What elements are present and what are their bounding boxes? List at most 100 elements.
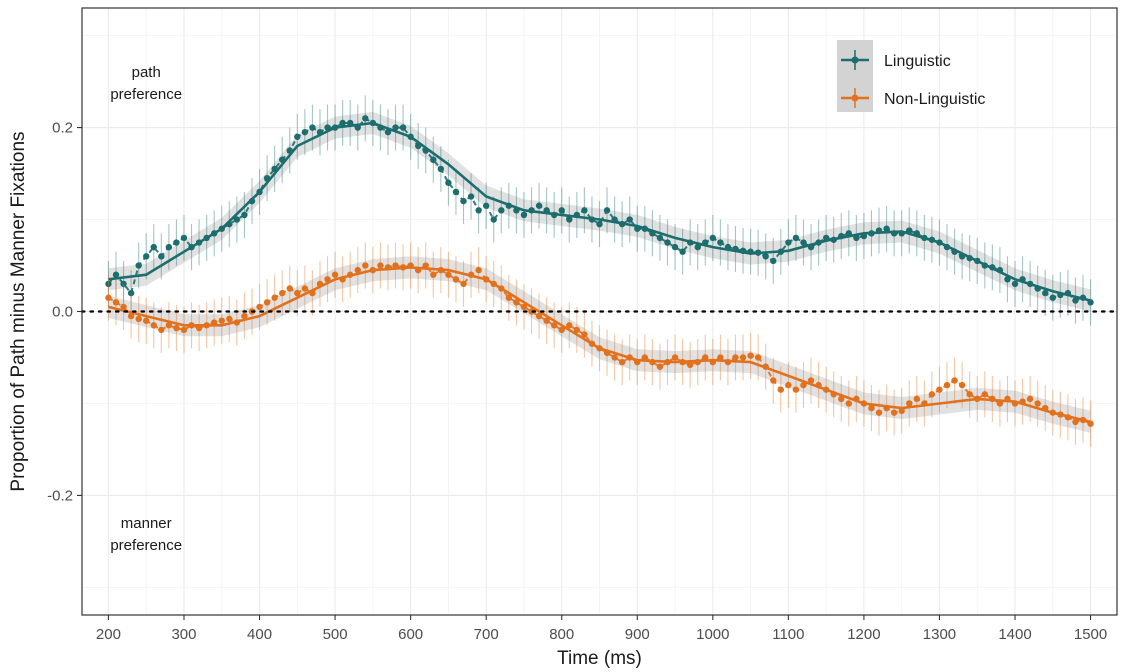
data-point — [452, 188, 460, 196]
data-point — [951, 377, 958, 384]
data-point — [460, 280, 467, 288]
x-tick-label: 500 — [323, 626, 348, 643]
x-tick-label: 200 — [96, 626, 121, 643]
data-point — [226, 315, 233, 323]
data-point — [180, 234, 188, 242]
data-point — [936, 386, 943, 393]
data-point — [105, 280, 112, 288]
data-point — [671, 243, 679, 251]
x-axis-title: Time (ms) — [557, 648, 642, 669]
data-point — [1026, 395, 1034, 403]
data-point — [671, 354, 679, 361]
data-point — [520, 303, 528, 311]
data-point — [800, 239, 807, 246]
data-point — [135, 315, 142, 323]
data-point — [785, 381, 792, 389]
legend-key-non-linguistic — [841, 88, 869, 108]
data-point — [127, 289, 135, 297]
data-point — [173, 239, 180, 246]
data-point — [981, 391, 988, 398]
data-point — [943, 381, 951, 389]
data-point — [603, 207, 611, 214]
data-point — [883, 225, 890, 232]
data-point — [792, 234, 800, 242]
data-point — [596, 220, 603, 228]
data-point — [135, 262, 142, 269]
data-point — [158, 253, 165, 260]
data-point — [150, 243, 157, 251]
data-point — [362, 262, 369, 269]
data-point — [399, 124, 407, 131]
data-point — [618, 358, 626, 366]
data-point — [513, 299, 520, 306]
data-point — [566, 216, 573, 223]
x-tick-label: 1200 — [847, 626, 880, 643]
data-point — [452, 276, 460, 283]
x-tick-label: 1400 — [998, 626, 1031, 643]
data-point — [150, 322, 157, 329]
x-tick-label: 400 — [247, 626, 272, 643]
data-point — [535, 202, 543, 209]
legend-label-linguistic: Linguistic — [884, 53, 951, 70]
data-point — [581, 207, 588, 214]
data-point — [301, 285, 309, 292]
data-point — [112, 299, 120, 306]
data-point — [785, 239, 792, 246]
annotations: path preference manner preference — [110, 64, 182, 554]
x-tick-label: 1500 — [1074, 626, 1107, 643]
data-point — [906, 400, 913, 407]
data-point — [392, 124, 399, 131]
x-tick-label: 800 — [549, 626, 574, 643]
data-point — [437, 165, 445, 173]
data-point — [445, 179, 452, 186]
data-point — [301, 128, 309, 136]
data-point — [445, 271, 452, 278]
smooth-curve — [108, 266, 1091, 424]
x-tick-label: 300 — [171, 626, 196, 643]
series-linguistic — [105, 95, 1094, 326]
y-axis: -0.2 0.0 0.2 — [47, 120, 82, 504]
data-point — [430, 271, 437, 278]
legend: Linguistic Non-Linguistic — [837, 40, 985, 112]
data-point — [868, 404, 875, 412]
data-point — [611, 354, 618, 361]
data-point — [754, 354, 762, 361]
data-point — [656, 234, 664, 242]
data-point — [686, 361, 694, 369]
data-point — [573, 326, 581, 334]
data-point — [1011, 280, 1019, 288]
data-point — [339, 119, 346, 127]
data-point — [558, 326, 565, 334]
data-point — [165, 322, 173, 329]
data-point — [467, 193, 475, 200]
x-tick-label: 600 — [398, 626, 423, 643]
data-point — [120, 280, 127, 288]
data-point — [430, 156, 437, 163]
data-point — [626, 216, 633, 223]
data-point — [732, 354, 739, 361]
data-point — [173, 324, 180, 332]
data-point — [294, 289, 301, 297]
data-point — [875, 409, 883, 416]
data-point — [1042, 289, 1049, 297]
data-point — [498, 207, 505, 214]
data-point — [709, 234, 717, 242]
x-tick-label: 1000 — [696, 626, 729, 643]
data-point — [1072, 418, 1079, 426]
data-point — [482, 202, 490, 209]
x-axis: 200 300 400 500 600 700 800 900 1000 1100 1200 1300… — [96, 615, 1107, 643]
data-point — [702, 354, 709, 361]
data-point — [475, 266, 482, 274]
data-point — [520, 211, 528, 219]
data-point — [566, 322, 573, 329]
data-point — [112, 271, 120, 278]
data-point — [354, 266, 361, 274]
data-point — [747, 352, 754, 359]
data-point — [460, 197, 467, 205]
data-point — [679, 248, 686, 255]
legend-key-point — [851, 94, 859, 102]
data-point — [490, 216, 497, 223]
data-point — [898, 407, 905, 415]
x-tick-label: 700 — [474, 626, 499, 643]
